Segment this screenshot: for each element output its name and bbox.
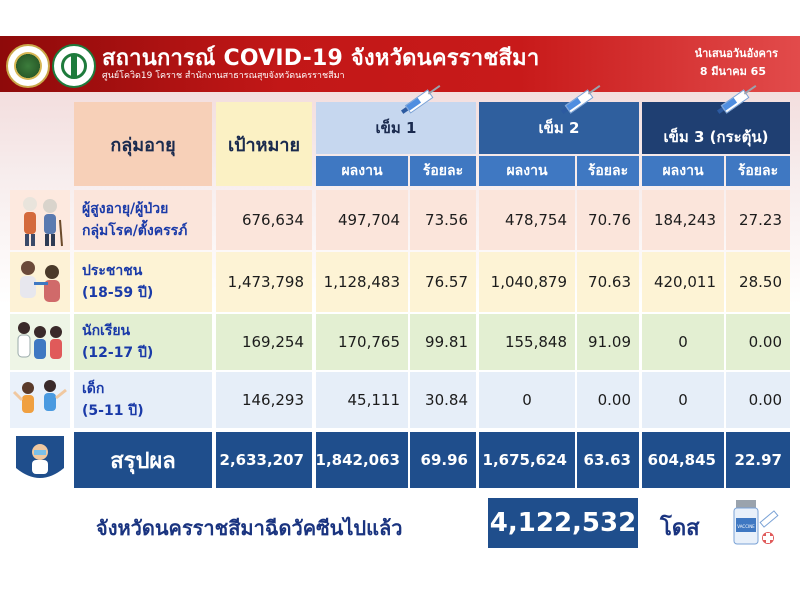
total-vaccinated-value: 4,122,532 (489, 508, 637, 538)
bottom-band (0, 564, 800, 600)
summary-dose2-pct: 63.63 (577, 432, 639, 488)
header-dose-2: เข็ม 2 (479, 102, 639, 154)
row-people-line2: (18-59 ปี) (82, 285, 154, 301)
row-children-dose2: 0 (479, 372, 575, 428)
summary-dose1-pct: 69.96 (410, 432, 476, 488)
vaccinated-person-illustration (10, 432, 70, 488)
header-dose-2-percent: ร้อยละ (577, 156, 639, 186)
row-students-dose3-pct: 0.00 (726, 314, 790, 370)
summary-dose3-pct: 22.97 (726, 432, 790, 488)
total-vaccinated-box: 4,122,532 (488, 498, 638, 548)
row-children-dose3: 0 (642, 372, 724, 428)
row-people-dose1: 1,128,483 (316, 252, 408, 312)
presentation-date: 8 มีนาคม 65 (699, 65, 766, 78)
row-students-dose2: 155,848 (479, 314, 575, 370)
row-children-dose2-pct: 0.00 (577, 372, 639, 428)
total-vaccinated-label: จังหวัดนครราชสีมาฉีดวัคซีนไปแล้ว (96, 516, 403, 540)
header-dose-2-result-label: ผลงาน (506, 163, 548, 179)
row-elderly-dose3-pct: 27.23 (726, 190, 790, 250)
row-elderly-dose2: 478,754 (479, 190, 575, 250)
row-children-dose1: 45,111 (316, 372, 408, 428)
header-dose-1-result-label: ผลงาน (341, 163, 383, 179)
row-children-label: เด็ก (5-11 ปี) (74, 372, 212, 428)
header-dose-1: เข็ม 1 (316, 102, 476, 154)
row-children-dose1-pct: 30.84 (410, 372, 476, 428)
row-people-target: 1,473,798 (216, 252, 312, 312)
row-elderly-dose1-pct: 73.56 (410, 190, 476, 250)
summary-label-text: สรุปผล (110, 448, 176, 474)
header-dose-2-label: เข็ม 2 (538, 119, 580, 137)
header-dose-1-percent-label: ร้อยละ (422, 163, 464, 179)
header-dose-3-percent-label: ร้อยละ (737, 163, 779, 179)
row-people-label: ประชาชน (18-59 ปี) (74, 252, 212, 312)
row-students-label: นักเรียน (12-17 ปี) (74, 314, 212, 370)
row-children-line1: เด็ก (82, 381, 105, 397)
summary-label: สรุปผล (74, 432, 212, 488)
row-students-dose2-pct: 91.09 (577, 314, 639, 370)
header-dose-1-percent: ร้อยละ (410, 156, 476, 186)
presentation-day: นำเสนอวันอังคาร (694, 47, 778, 60)
row-students-line1: นักเรียน (82, 323, 131, 339)
row-students-dose3: 0 (642, 314, 724, 370)
header-target: เป้าหมาย (216, 102, 312, 186)
row-people-dose2: 1,040,879 (479, 252, 575, 312)
header-age-group: กลุ่มอายุ (74, 102, 212, 186)
row-children-dose3-pct: 0.00 (726, 372, 790, 428)
header-dose-3-result-label: ผลงาน (662, 163, 704, 179)
header-dose-3-result: ผลงาน (642, 156, 724, 186)
row-people-line1: ประชาชน (82, 263, 143, 279)
elderly-illustration (10, 190, 70, 250)
row-elderly-dose3: 184,243 (642, 190, 724, 250)
row-children-line2: (5-11 ปี) (82, 403, 144, 419)
students-illustration (10, 314, 70, 370)
summary-dose3: 604,845 (642, 432, 724, 488)
header-dose-3-percent: ร้อยละ (726, 156, 790, 186)
summary-dose1: 1,842,063 (316, 432, 408, 488)
row-elderly-line1: ผู้สูงอายุ/ผู้ป่วย (82, 201, 169, 217)
header-dose-2-percent-label: ร้อยละ (587, 163, 629, 179)
header-dose-1-label: เข็ม 1 (375, 119, 417, 137)
dose-unit: โดส (660, 516, 700, 541)
row-students-line2: (12-17 ปี) (82, 345, 154, 361)
vaccine-vial-label: VACCINE (737, 524, 755, 529)
row-elderly-line2: กลุ่มโรค/ตั้งครรภ์ (82, 223, 188, 239)
ministry-of-public-health-logo (52, 44, 96, 88)
row-people-dose2-pct: 70.63 (577, 252, 639, 312)
row-students-target: 169,254 (216, 314, 312, 370)
adults-vaccination-illustration (10, 252, 70, 312)
header-dose-1-result: ผลงาน (316, 156, 408, 186)
header-banner (0, 36, 800, 92)
header-dose-3-label: เข็ม 3 (กระตุ้น) (663, 128, 769, 146)
row-people-dose3: 420,011 (642, 252, 724, 312)
row-people-dose3-pct: 28.50 (726, 252, 790, 312)
header-dose-2-result: ผลงาน (479, 156, 575, 186)
row-elderly-label: ผู้สูงอายุ/ผู้ป่วย กลุ่มโรค/ตั้งครรภ์ (74, 190, 212, 250)
row-students-dose1-pct: 99.81 (410, 314, 476, 370)
summary-target: 2,633,207 (216, 432, 312, 488)
header-target-label: เป้าหมาย (227, 134, 301, 156)
summary-dose2: 1,675,624 (479, 432, 575, 488)
row-people-dose1-pct: 76.57 (410, 252, 476, 312)
top-band (0, 0, 800, 36)
header-age-group-label: กลุ่มอายุ (110, 134, 176, 156)
row-elderly-target: 676,634 (216, 190, 312, 250)
row-elderly-dose2-pct: 70.76 (577, 190, 639, 250)
header-dose-3: เข็ม 3 (กระตุ้น) (642, 102, 790, 154)
row-elderly-dose1: 497,704 (316, 190, 408, 250)
page-subtitle: ศูนย์โควิด19 โคราช สำนักงานสาธารณสุขจังห… (102, 71, 345, 81)
page-title: สถานการณ์ COVID-19 จังหวัดนครราชสีมา (102, 46, 540, 71)
children-illustration (10, 372, 70, 428)
row-children-target: 146,293 (216, 372, 312, 428)
vaccine-vial-icon: VACCINE (730, 494, 782, 550)
row-students-dose1: 170,765 (316, 314, 408, 370)
province-seal-logo (6, 44, 50, 88)
